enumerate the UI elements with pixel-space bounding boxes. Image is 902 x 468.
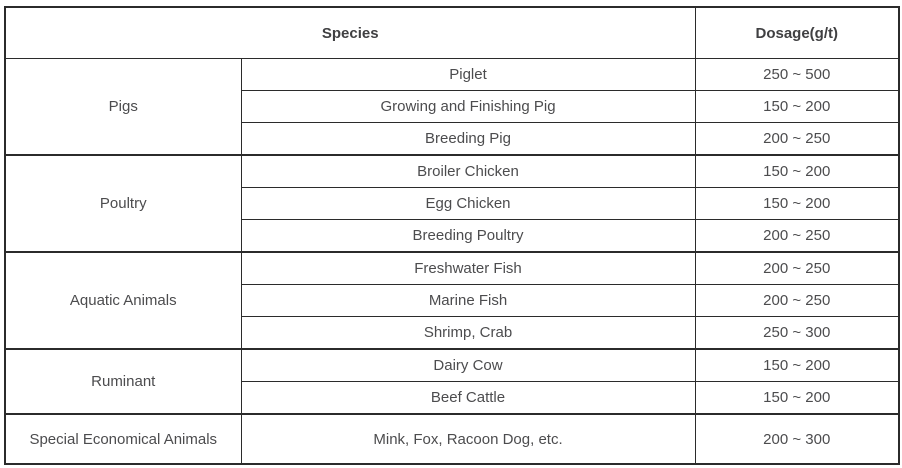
table-row: Breeding Poultry 200 ~ 250: [5, 219, 900, 253]
dosage-cell: 150 ~ 200: [694, 187, 900, 220]
dosage-cell: 150 ~ 200: [694, 348, 900, 382]
dosage-cell: 250 ~ 500: [694, 58, 900, 91]
dosage-column-header: Dosage(g/t): [694, 6, 900, 59]
table-row: Beef Cattle 150 ~ 200: [5, 381, 900, 415]
species-cell: Mink, Fox, Racoon Dog, etc.: [240, 413, 696, 465]
table-row: Ruminant Dairy Cow 150 ~ 200: [4, 348, 900, 415]
species-group: Aquatic Animals Freshwater Fish 200 ~ 250 M…: [4, 251, 900, 350]
table-row: Poultry Broiler Chicken 150 ~ 200: [4, 154, 900, 253]
table-row: Pigs Piglet 250 ~ 500: [4, 58, 900, 156]
species-group: Ruminant Dairy Cow 150 ~ 200 Beef Cattle 150…: [4, 348, 900, 415]
species-cell: Breeding Poultry: [240, 219, 696, 253]
group-name-cell: Special Economical Animals: [4, 413, 242, 465]
species-cell: Shrimp, Crab: [240, 316, 696, 350]
species-group: Poultry Broiler Chicken 150 ~ 200 Egg Chick…: [4, 154, 900, 253]
group-name-cell: Aquatic Animals: [4, 251, 242, 350]
table-header: Species Dosage(g/t): [4, 6, 900, 59]
table-row: Special Economical Animals Mink, Fox, Rac…: [4, 413, 900, 465]
dosage-cell: 200 ~ 250: [694, 219, 900, 253]
species-group: Pigs Piglet 250 ~ 500 Growing and Finishing…: [4, 58, 900, 156]
dosage-cell: 200 ~ 250: [694, 122, 900, 156]
species-cell: Piglet: [240, 58, 696, 91]
species-cell: Breeding Pig: [240, 122, 696, 156]
species-dosage-table: Species Dosage(g/t) Pigs Piglet 250 ~ 500 G…: [4, 6, 900, 465]
dosage-cell: 250 ~ 300: [694, 316, 900, 350]
dosage-cell: 150 ~ 200: [694, 381, 900, 415]
table-row: Egg Chicken 150 ~ 200: [5, 187, 900, 220]
table-row: Shrimp, Crab 250 ~ 300: [5, 316, 900, 350]
species-cell: Marine Fish: [240, 284, 696, 317]
species-cell: Beef Cattle: [240, 381, 696, 415]
species-group: Special Economical Animals Mink, Fox, Rac…: [4, 413, 900, 465]
table-row: Growing and Finishing Pig 150 ~ 200: [5, 90, 900, 123]
species-column-header: Species: [4, 6, 696, 59]
species-cell: Growing and Finishing Pig: [240, 90, 696, 123]
species-cell: Broiler Chicken: [240, 154, 696, 188]
table-row: Marine Fish 200 ~ 250: [5, 284, 900, 317]
group-name-cell: Pigs: [4, 58, 242, 156]
dosage-cell: 200 ~ 250: [694, 251, 900, 285]
header-row: Species Dosage(g/t): [4, 6, 900, 59]
dosage-cell: 200 ~ 250: [694, 284, 900, 317]
species-cell: Freshwater Fish: [240, 251, 696, 285]
dosage-cell: 150 ~ 200: [694, 90, 900, 123]
species-cell: Egg Chicken: [240, 187, 696, 220]
group-name-cell: Poultry: [4, 154, 242, 253]
dosage-cell: 150 ~ 200: [694, 154, 900, 188]
species-cell: Dairy Cow: [240, 348, 696, 382]
group-name-cell: Ruminant: [4, 348, 242, 415]
table-row: Aquatic Animals Freshwater Fish 200 ~ 250: [4, 251, 900, 350]
dosage-cell: 200 ~ 300: [694, 413, 900, 465]
